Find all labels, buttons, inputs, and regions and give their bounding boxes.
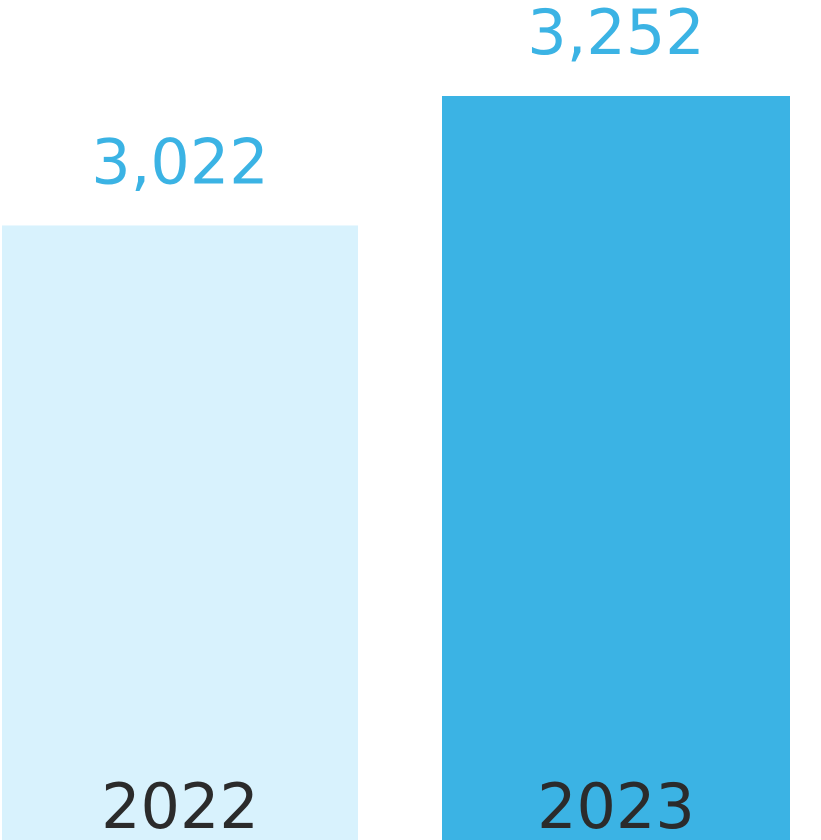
- value-label-2022: 3,022: [91, 125, 269, 198]
- bar-2023: [442, 96, 790, 840]
- category-label-2023: 2023: [537, 770, 695, 840]
- value-label-2023: 3,252: [527, 0, 705, 69]
- category-label-2022: 2022: [101, 770, 259, 840]
- value-labels-layer: 3,022 3,252: [91, 0, 705, 198]
- bars-layer: [2, 96, 790, 840]
- category-labels-layer: 2022 2023: [101, 770, 695, 840]
- bar-2022: [2, 225, 358, 840]
